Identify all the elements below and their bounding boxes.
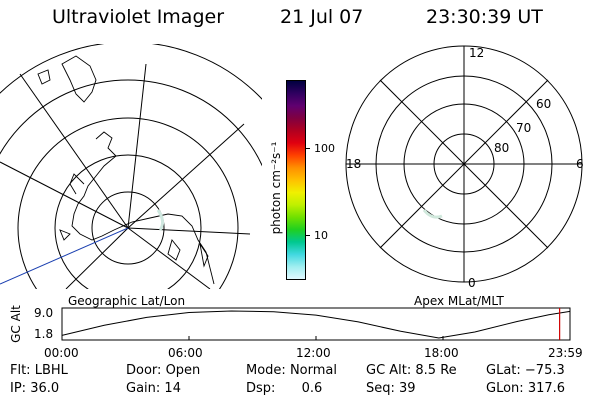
mlat-label-60: 60 [536,97,551,111]
door-field: Door: Open [126,363,200,378]
door-value: Open [165,363,201,378]
satellite-footprint-line [0,227,129,285]
mode-value: Normal [289,363,337,378]
mlt-label-6: 6 [576,157,584,171]
glon-field: GLon: 317.6 [486,381,565,396]
orbit-x-ticks [61,336,571,340]
mlt-label-18: 18 [346,157,361,171]
mode-label: Mode: [246,363,286,378]
orbit-plot-frame [61,307,571,341]
seq-field: Seq: 39 [366,381,416,396]
orbit-ytick-max: 9.0 [34,306,54,320]
gain-value: 14 [164,381,181,396]
orbit-xtick-label-3: 18:00 [424,346,459,360]
dsp-field: Dsp: 0.6 [246,381,322,396]
glat-label: GLat: [486,363,521,378]
orbit-xtick-label-4: 23:59 [548,346,583,360]
altitude-curve [61,310,571,339]
glat-value: −75.3 [524,363,565,378]
orbit-y-axis-label: GC Alt [9,305,23,343]
faint-auroral-emission [156,209,165,231]
orbit-ytick-min: 1.8 [34,327,54,341]
ip-value: 36.0 [30,381,60,396]
gain-field: Gain: 14 [126,381,181,396]
orbit-xtick-label-2: 12:00 [296,346,331,360]
door-label: Door: [126,363,162,378]
observation-time: 23:30:39 UT [426,6,543,28]
latitude-circles [0,44,262,289]
gc-alt-value: 8.5 Re [415,363,457,378]
seq-label: Seq: [366,381,395,396]
colorbar-tick-10 [306,235,310,236]
instrument-title: Ultraviolet Imager [52,6,225,28]
colorbar-unit-label: photon cm⁻²s⁻¹ [269,141,283,235]
colorbar-tick-100 [306,148,310,149]
mode-field: Mode: Normal [246,363,337,378]
gc-alt-label: GC Alt: [366,363,412,378]
mlat-label-70: 70 [516,121,531,135]
geographic-map-panel [0,44,262,289]
gain-label: Gain: [126,381,161,396]
colorbar-label-100: 100 [314,142,335,155]
observation-date: 21 Jul 07 [280,6,364,28]
gc-alt-field: GC Alt: 8.5 Re [366,363,457,378]
faint-auroral-emission-apex [422,209,443,219]
mlat-label-80: 80 [494,141,509,155]
glat-field: GLat: −75.3 [486,363,565,378]
color-scale-bar [286,80,306,280]
glon-value: 317.6 [527,381,566,396]
filter-label: Flt: [10,363,31,378]
colorbar-label-10: 10 [314,229,328,242]
glon-label: GLon: [486,381,524,396]
orbit-altitude-plot [61,307,571,341]
mlt-label-0: 0 [468,276,476,290]
color-scale-gradient [287,81,305,279]
orbit-xtick-label-0: 00:00 [44,346,79,360]
geographic-panel-caption: Geographic Lat/Lon [68,294,186,308]
ip-label: IP: [10,381,27,396]
filter-value: LBHL [34,363,68,378]
longitude-lines [0,63,251,289]
dsp-label: Dsp: [246,381,276,396]
dsp-value: 0.6 [301,381,323,396]
mlt-label-12: 12 [469,46,484,60]
orbit-xtick-label-1: 06:00 [168,346,203,360]
apex-panel-caption: Apex MLat/MLT [414,294,504,308]
filter-field: Flt: LBHL [10,363,68,378]
mlt-diagonal-2 [379,79,549,249]
apex-polar-panel: 12 18 6 0 60 70 80 [345,45,584,290]
continent-coastlines [37,55,215,285]
ip-field: IP: 36.0 [10,381,59,396]
seq-value: 39 [399,381,416,396]
